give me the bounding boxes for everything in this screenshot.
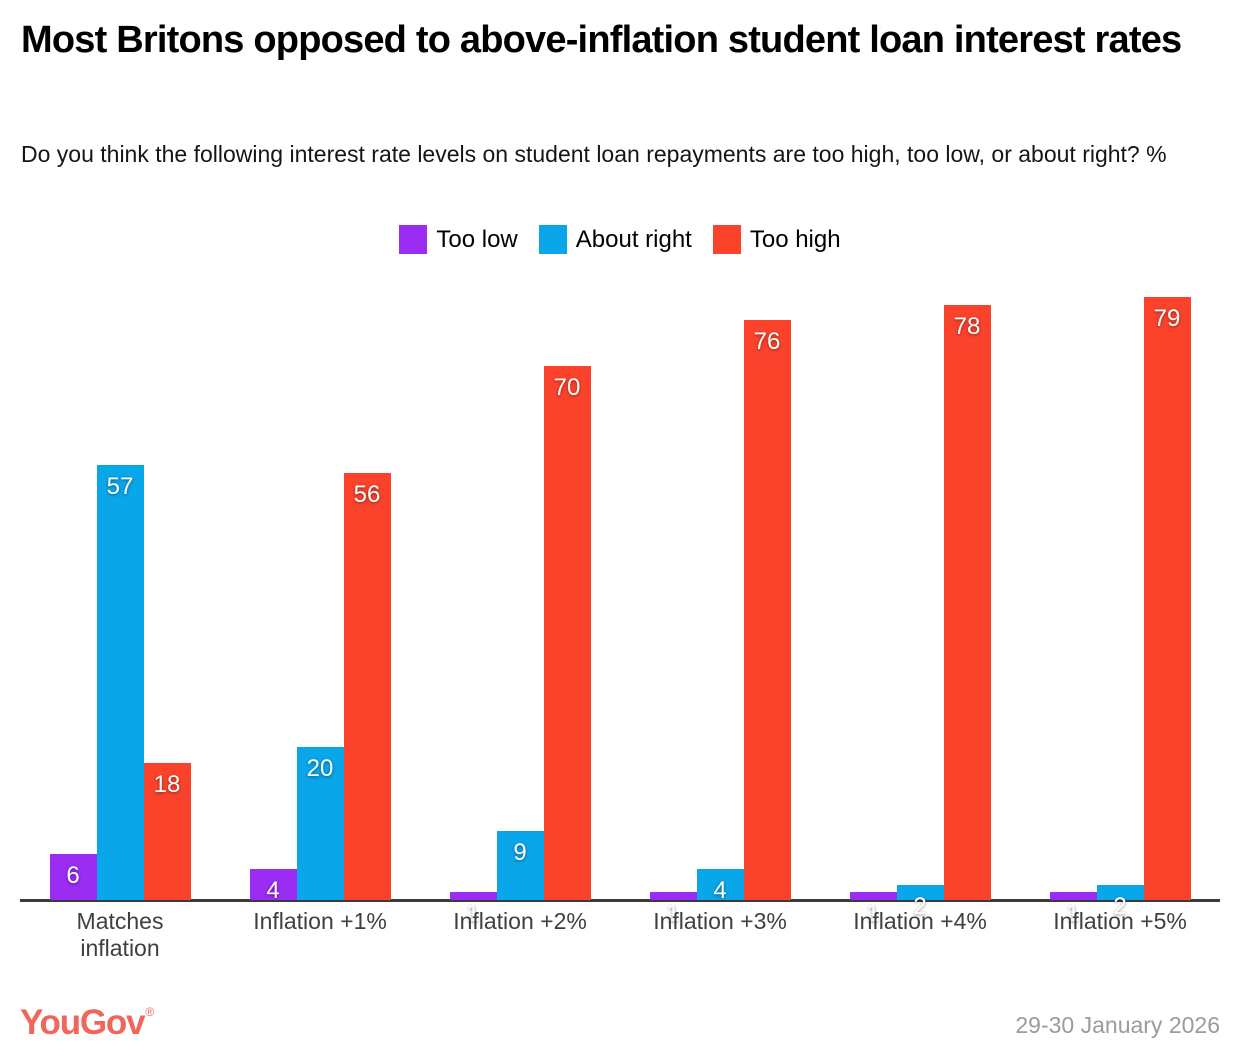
legend-label: Too high (749, 225, 841, 253)
bar-group: 1 9 70 (449, 270, 591, 927)
bar-segment: 4 (696, 869, 744, 904)
bar-segment: 6 (49, 854, 97, 900)
bar-segment: 78 (943, 305, 991, 900)
bar-value-label: 1 (466, 900, 480, 927)
category-label: Inflation +3% (653, 908, 787, 934)
bar-value-label: 1 (666, 900, 680, 927)
bar-segment: 79 (1143, 297, 1191, 900)
legend: Too low About right Too high (0, 225, 1240, 254)
bar-segment: 1 (649, 892, 697, 927)
bar-value-label: 20 (306, 755, 334, 782)
legend-swatch (399, 225, 428, 254)
bar-value-label: 4 (713, 877, 727, 904)
bar-segment: 4 (249, 869, 297, 904)
bar-value-label: 56 (353, 481, 381, 508)
bar-value-label: 18 (153, 771, 181, 798)
bar-value-label: 78 (953, 313, 981, 340)
legend-label: Too low (436, 225, 518, 253)
legend-item: About right (538, 225, 692, 254)
bar-value-label: 57 (106, 473, 134, 500)
bar-value-label: 2 (1113, 893, 1127, 920)
legend-item: Too low (399, 225, 518, 254)
bar-value-label: 1 (866, 900, 880, 927)
legend-swatch (712, 225, 741, 254)
bar-value-label: 9 (513, 839, 527, 866)
plot-area: 6 57 18 4 20 56 1 9 70 1 4 76 1 2 78 1 2 79 (20, 270, 1220, 927)
bar-group: 6 57 18 (49, 270, 191, 900)
bar-segment: 56 (343, 473, 391, 900)
chart-title: Most Britons opposed to above-inflation … (21, 19, 1182, 61)
chart-subtitle: Do you think the following interest rate… (21, 141, 1167, 167)
bar-segment: 9 (496, 831, 544, 900)
bar-value-label: 1 (1066, 900, 1080, 927)
bar-segment: 1 (849, 892, 897, 927)
legend-label: About right (575, 225, 692, 253)
bar-segment: 1 (449, 892, 497, 927)
legend-item: Too high (712, 225, 841, 254)
bar-group: 1 2 79 (1049, 270, 1191, 927)
x-axis-line (20, 899, 1220, 902)
brand-logo: YouGov® (20, 1003, 154, 1043)
bar-value-label: 76 (753, 328, 781, 355)
bar-group: 1 2 78 (849, 270, 991, 927)
bar-segment: 1 (1049, 892, 1097, 927)
bar-value-label: 2 (913, 893, 927, 920)
category-label: Inflation +2% (453, 908, 587, 934)
bar-segment: 2 (1096, 885, 1144, 920)
bar-segment: 20 (296, 747, 344, 900)
bar-group: 1 4 76 (649, 270, 791, 927)
category-label: Inflation +4% (853, 908, 987, 934)
bar-segment: 57 (96, 465, 144, 900)
bar-value-label: 79 (1153, 305, 1181, 332)
bar-segment: 18 (143, 763, 191, 900)
bar-value-label: 6 (66, 862, 80, 889)
category-label: Inflation +5% (1053, 908, 1187, 934)
legend-swatch (538, 225, 567, 254)
bar-value-label: 4 (266, 877, 280, 904)
brand-logo-text: YouGov (20, 1003, 146, 1042)
publish-date: 29-30 January 2026 (1015, 1012, 1220, 1038)
registered-trademark-icon: ® (145, 1005, 154, 1019)
bar-value-label: 70 (553, 374, 581, 401)
bar-group: 4 20 56 (249, 270, 391, 904)
bar-segment: 76 (743, 320, 791, 900)
category-label: Matches inflation (76, 908, 164, 962)
category-label: Inflation +1% (253, 908, 387, 934)
bar-segment: 2 (896, 885, 944, 920)
bar-segment: 70 (543, 366, 591, 900)
